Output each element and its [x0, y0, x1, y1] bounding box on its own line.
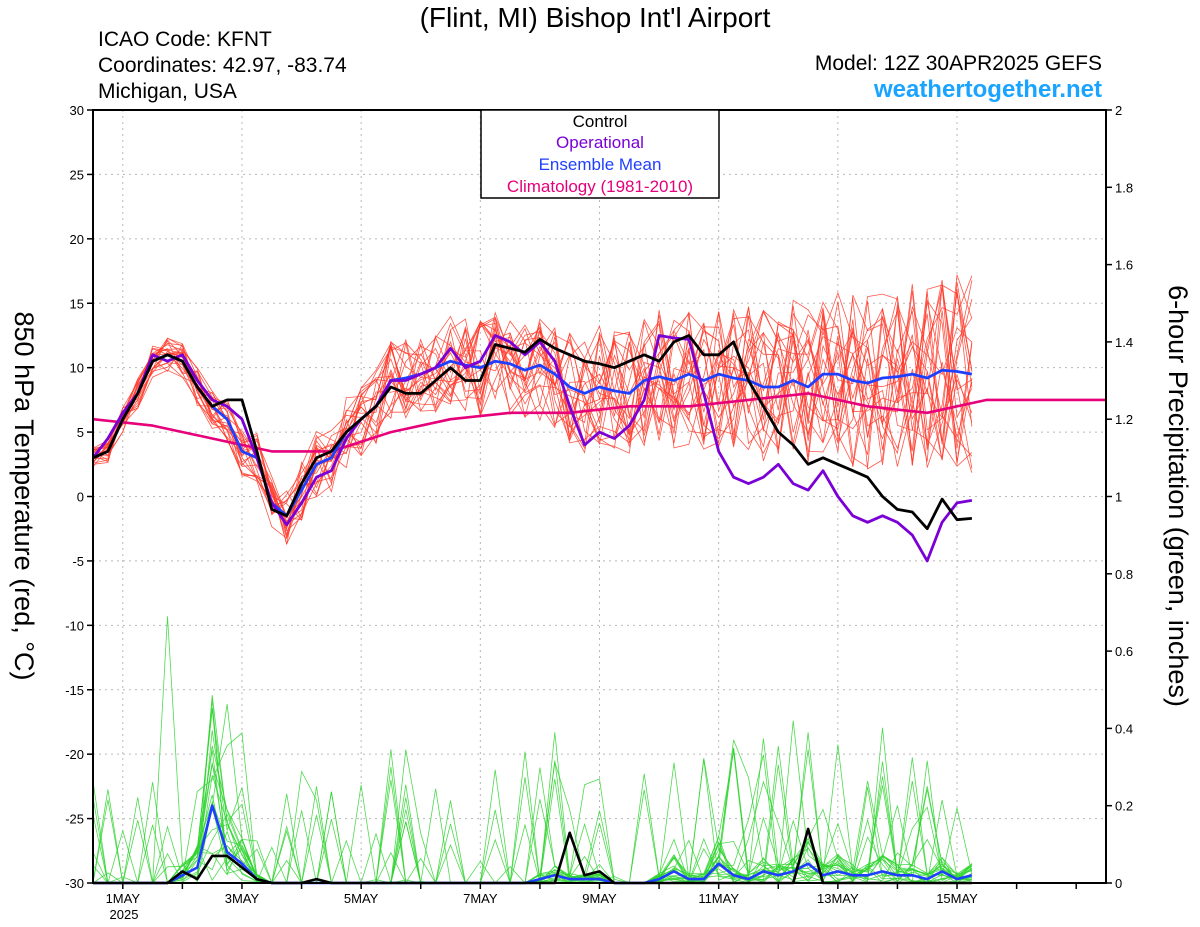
legend-operational: Operational [556, 133, 644, 152]
precipitation-member-line [92, 764, 972, 884]
right-tick-label: 1 [1115, 490, 1122, 505]
x-tick-label: 1MAY [106, 891, 141, 906]
temperature-member-line [92, 291, 973, 545]
x-tick-label: 7MAY [463, 891, 498, 906]
coordinates: Coordinates: 42.97, -83.74 [98, 54, 347, 77]
x-tick-label: 15MAY [936, 891, 978, 906]
left-tick-label: -30 [65, 876, 84, 891]
right-tick-label: 1.2 [1115, 412, 1133, 427]
legend-ensemble-mean: Ensemble Mean [539, 155, 662, 174]
grid-lines [93, 110, 1106, 883]
x-tick-label: 3MAY [225, 891, 260, 906]
temp-operational-line [91, 334, 973, 563]
temperature-members [92, 274, 973, 545]
x-year-label: 2025 [110, 907, 139, 922]
left-tick-label: 15 [70, 296, 84, 311]
x-axis-ticks: 1MAY 3MAY 5MAY 7MAY 9MAY 11MAY 13MAY 15MAY [106, 883, 1077, 906]
right-tick-label: 0.8 [1115, 567, 1133, 582]
right-tick-label: 0.6 [1115, 644, 1133, 659]
right-tick-label: 1.8 [1115, 180, 1133, 195]
left-tick-label: 25 [70, 167, 84, 182]
x-tick-label: 9MAY [582, 891, 617, 906]
temperature-member-line [92, 290, 973, 526]
temperature-member-line [92, 284, 973, 522]
left-tick-label: -15 [65, 683, 84, 698]
left-tick-label: 0 [77, 490, 84, 505]
temperature-member-line [92, 292, 973, 516]
right-axis-ticks: 2 1.8 1.6 1.4 1.2 1 0.8 0.6 0.4 0.2 0 [1106, 103, 1133, 891]
region: Michigan, USA [98, 80, 237, 103]
temp-control-line [92, 334, 973, 531]
legend-box: Control Operational Ensemble Mean Climat… [480, 109, 720, 199]
right-tick-label: 1.6 [1115, 258, 1133, 273]
temperature-member-line [92, 307, 973, 532]
site-link[interactable]: weathertogether.net [873, 76, 1102, 103]
precip-ensemble-mean-line [93, 804, 973, 885]
model-run: Model: 12Z 30APR2025 GEFS [814, 52, 1102, 75]
left-tick-label: 5 [77, 425, 84, 440]
left-tick-label: 20 [70, 232, 84, 247]
left-tick-label: -5 [72, 554, 84, 569]
left-tick-label: -25 [65, 812, 84, 827]
left-axis-ticks: 30 25 20 15 10 5 0 -5 -10 -15 -20 -25 -30 [65, 103, 93, 891]
left-axis-label: 850 hPa Temperature (red, °C) [9, 312, 39, 681]
temperature-member-line [92, 281, 973, 518]
right-tick-label: 2 [1115, 103, 1122, 118]
left-tick-label: 10 [70, 361, 84, 376]
precipitation-member-line [92, 745, 973, 884]
left-tick-label: -10 [65, 618, 84, 633]
x-tick-label: 13MAY [817, 891, 859, 906]
right-tick-label: 1.4 [1115, 335, 1133, 350]
precipitation-member-line [92, 750, 973, 884]
icao-code: ICAO Code: KFNT [98, 28, 272, 51]
climatology-line [92, 392, 1106, 453]
chart-title: (Flint, MI) Bishop Int'l Airport [419, 2, 771, 33]
x-tick-label: 11MAY [698, 891, 739, 906]
temp-ensemble-mean-line [92, 353, 973, 518]
legend-climatology: Climatology (1981-2010) [507, 177, 693, 196]
right-axis-label: 6-hour Precipitation (green, inches) [1163, 285, 1193, 707]
right-tick-label: 0.4 [1115, 721, 1133, 736]
left-tick-label: 30 [70, 103, 84, 118]
right-tick-label: 0 [1115, 876, 1122, 891]
left-tick-label: -20 [65, 747, 84, 762]
legend-control: Control [573, 112, 628, 131]
right-tick-label: 0.2 [1115, 799, 1133, 814]
x-tick-label: 5MAY [344, 891, 379, 906]
